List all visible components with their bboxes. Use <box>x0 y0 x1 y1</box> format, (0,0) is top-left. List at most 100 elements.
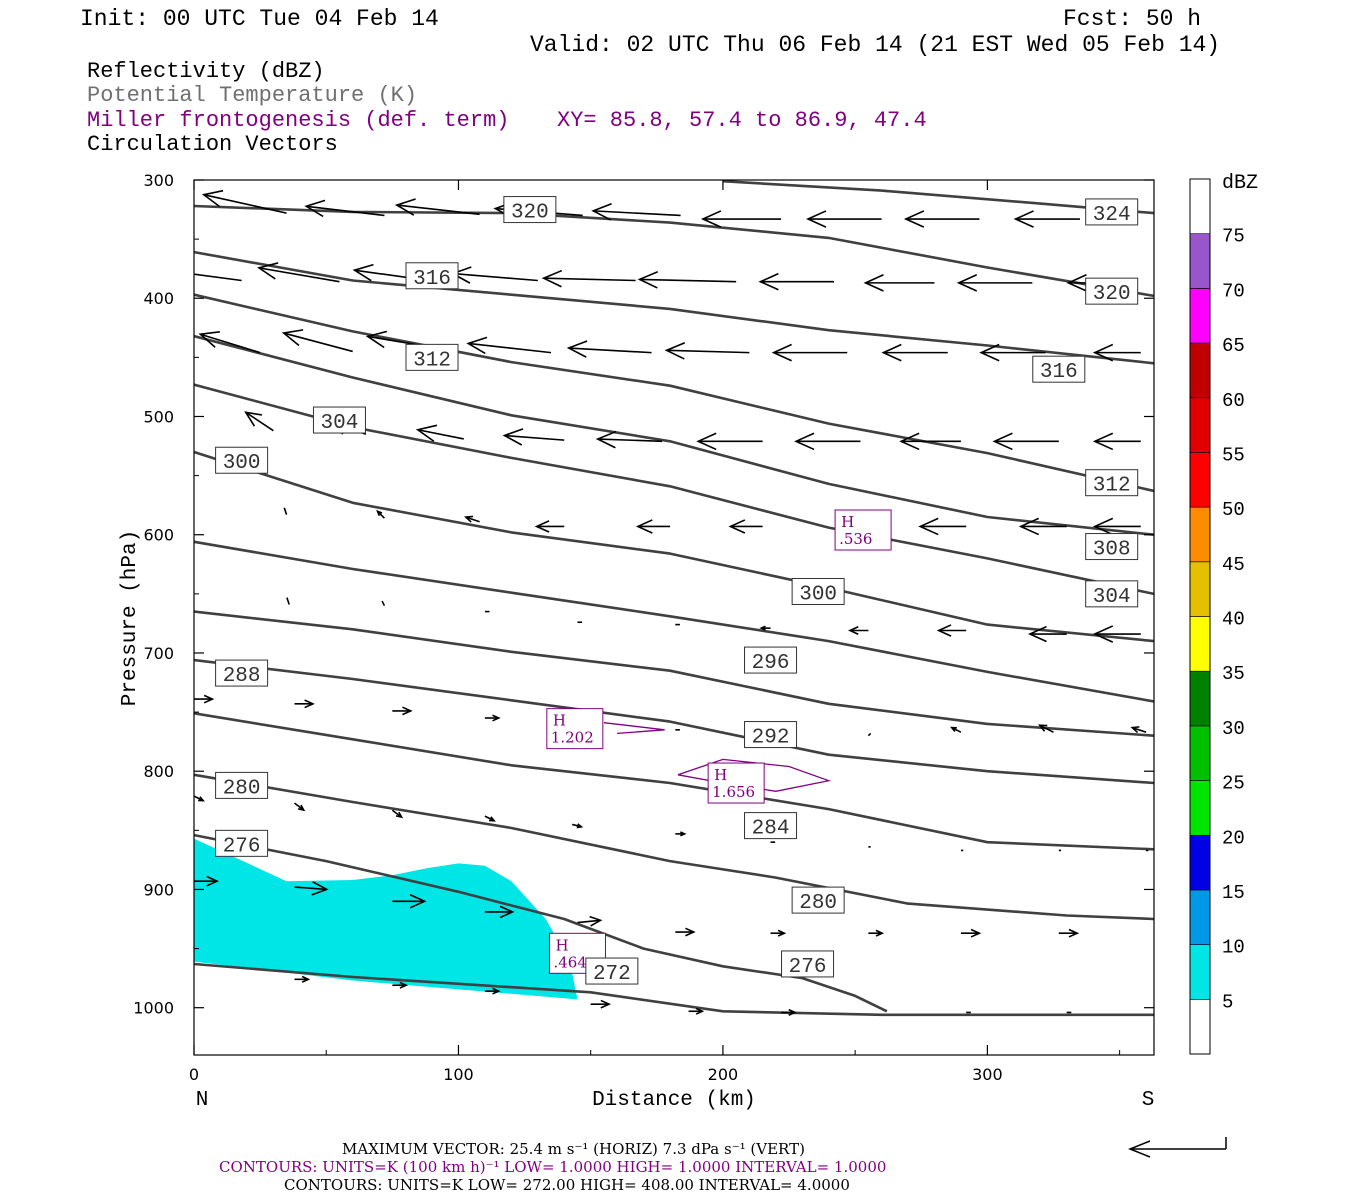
vector-head <box>1018 517 1040 536</box>
colorbar-level-label: 60 <box>1222 390 1245 412</box>
vector-shaft <box>568 347 652 354</box>
vector-head <box>777 929 787 937</box>
circulation-vector <box>392 706 413 716</box>
vector-head <box>1092 625 1114 643</box>
vector-head <box>198 330 221 348</box>
vector-head <box>395 811 404 819</box>
theta-contour-276 <box>194 833 888 1013</box>
circulation-vector <box>415 424 464 442</box>
circulation-vector <box>806 210 882 228</box>
y-tick-label: 400 <box>143 289 174 308</box>
theta-label-324: 324 <box>1093 204 1131 227</box>
theta-label-box <box>744 646 798 674</box>
theta-label-316: 316 <box>413 268 451 291</box>
init-time: Init: 00 UTC Tue 04 Feb 14 <box>80 6 439 32</box>
colorbar-swatch <box>1189 670 1211 727</box>
footer-max-vector: MAXIMUM VECTOR: 25.4 m s⁻¹ (HORIZ) 7.3 d… <box>342 1140 805 1158</box>
reference-vector <box>1127 1137 1227 1158</box>
circulation-vector <box>696 432 763 451</box>
theta-contour-292 <box>194 610 1154 737</box>
circulation-vector <box>949 726 962 733</box>
reflectivity-fill-layer <box>194 838 578 1000</box>
circulation-vector <box>463 515 480 523</box>
circulation-vector <box>759 625 771 631</box>
vector-head <box>600 999 612 1009</box>
theta-label-300: 300 <box>223 452 261 475</box>
theta-label-box <box>1085 533 1139 561</box>
theta-label-276: 276 <box>223 835 261 858</box>
vector-head <box>1092 343 1114 362</box>
vector-head <box>409 894 427 909</box>
circulation-vector <box>863 274 935 292</box>
circulation-vector <box>201 189 287 214</box>
vector-head <box>696 432 717 451</box>
circulation-vector <box>194 273 242 282</box>
colorbar-swatch <box>1189 288 1211 344</box>
circulation-vector <box>781 1008 797 1016</box>
circulation-vector <box>1037 724 1054 733</box>
vector-head <box>979 343 1000 362</box>
frontogenesis-contour <box>603 722 665 735</box>
theta-label-box <box>503 196 557 224</box>
vector-head <box>492 714 501 722</box>
vector-head <box>635 519 653 534</box>
circulation-vector <box>484 987 501 995</box>
circulation-vector <box>956 274 1033 292</box>
theta-label-box <box>1085 198 1139 226</box>
vector-head <box>685 927 696 937</box>
vector-head <box>399 981 409 989</box>
vector-head <box>534 520 550 533</box>
vector-shaft <box>1039 724 1054 733</box>
circulation-vector <box>391 809 404 819</box>
vector-shaft <box>504 434 565 441</box>
colorbar-level-label: 40 <box>1222 609 1245 631</box>
vector-shaft <box>417 428 464 440</box>
colorbar-swatch <box>1189 780 1211 836</box>
vector-head <box>566 340 588 358</box>
theta-label-box <box>215 659 269 687</box>
vector-head <box>695 1007 705 1015</box>
circulation-vector <box>664 341 750 360</box>
vector-head <box>466 336 488 355</box>
y-tick-label: 700 <box>143 644 174 663</box>
vector-shaft <box>639 278 737 283</box>
field-reflectivity: Reflectivity (dBZ) <box>87 59 325 84</box>
circulation-vector <box>771 343 848 362</box>
vector-head <box>794 432 815 451</box>
theta-label-284: 284 <box>752 818 790 841</box>
vector-head <box>700 210 722 228</box>
colorbar-level-label: 20 <box>1222 827 1245 849</box>
circulation-vector <box>466 336 552 355</box>
circulation-vector <box>534 520 565 533</box>
colorbar-level-label: 10 <box>1222 937 1245 959</box>
vector-head <box>463 515 474 523</box>
colorbar-swatch <box>1189 233 1211 289</box>
theta-label-box <box>1085 277 1139 305</box>
circulation-vector <box>1027 625 1067 643</box>
vector-head <box>304 199 326 218</box>
vector-shaft <box>203 193 287 214</box>
vector-head <box>301 975 311 983</box>
theta-label-292: 292 <box>752 727 790 750</box>
field-xy: XY= 85.8, 57.4 to 86.9, 47.4 <box>557 108 927 133</box>
vector-shaft <box>666 349 750 354</box>
vector-head <box>376 509 383 517</box>
circulation-vector <box>728 519 763 534</box>
vector-head <box>848 626 859 635</box>
circulation-vector <box>294 881 329 896</box>
valid-time: Valid: 02 UTC Thu 06 Feb 14 (21 EST Wed … <box>530 32 1220 58</box>
vector-head <box>541 269 563 288</box>
frontogenesis-max-marker: H <box>841 513 854 531</box>
x-tick-label: 0 <box>189 1065 199 1084</box>
circulation-vector <box>1092 625 1141 643</box>
vector-head <box>1013 210 1034 228</box>
circulation-vector <box>1092 432 1141 451</box>
vector-head <box>365 330 388 349</box>
colorbar-title: dBZ <box>1222 172 1258 195</box>
y-tick-label: 300 <box>143 171 174 190</box>
circulation-vector <box>903 210 980 228</box>
colorbar-swatch <box>1189 616 1211 672</box>
vector-head <box>664 341 686 360</box>
circulation-vector <box>770 929 787 937</box>
theta-label-300: 300 <box>799 583 837 606</box>
